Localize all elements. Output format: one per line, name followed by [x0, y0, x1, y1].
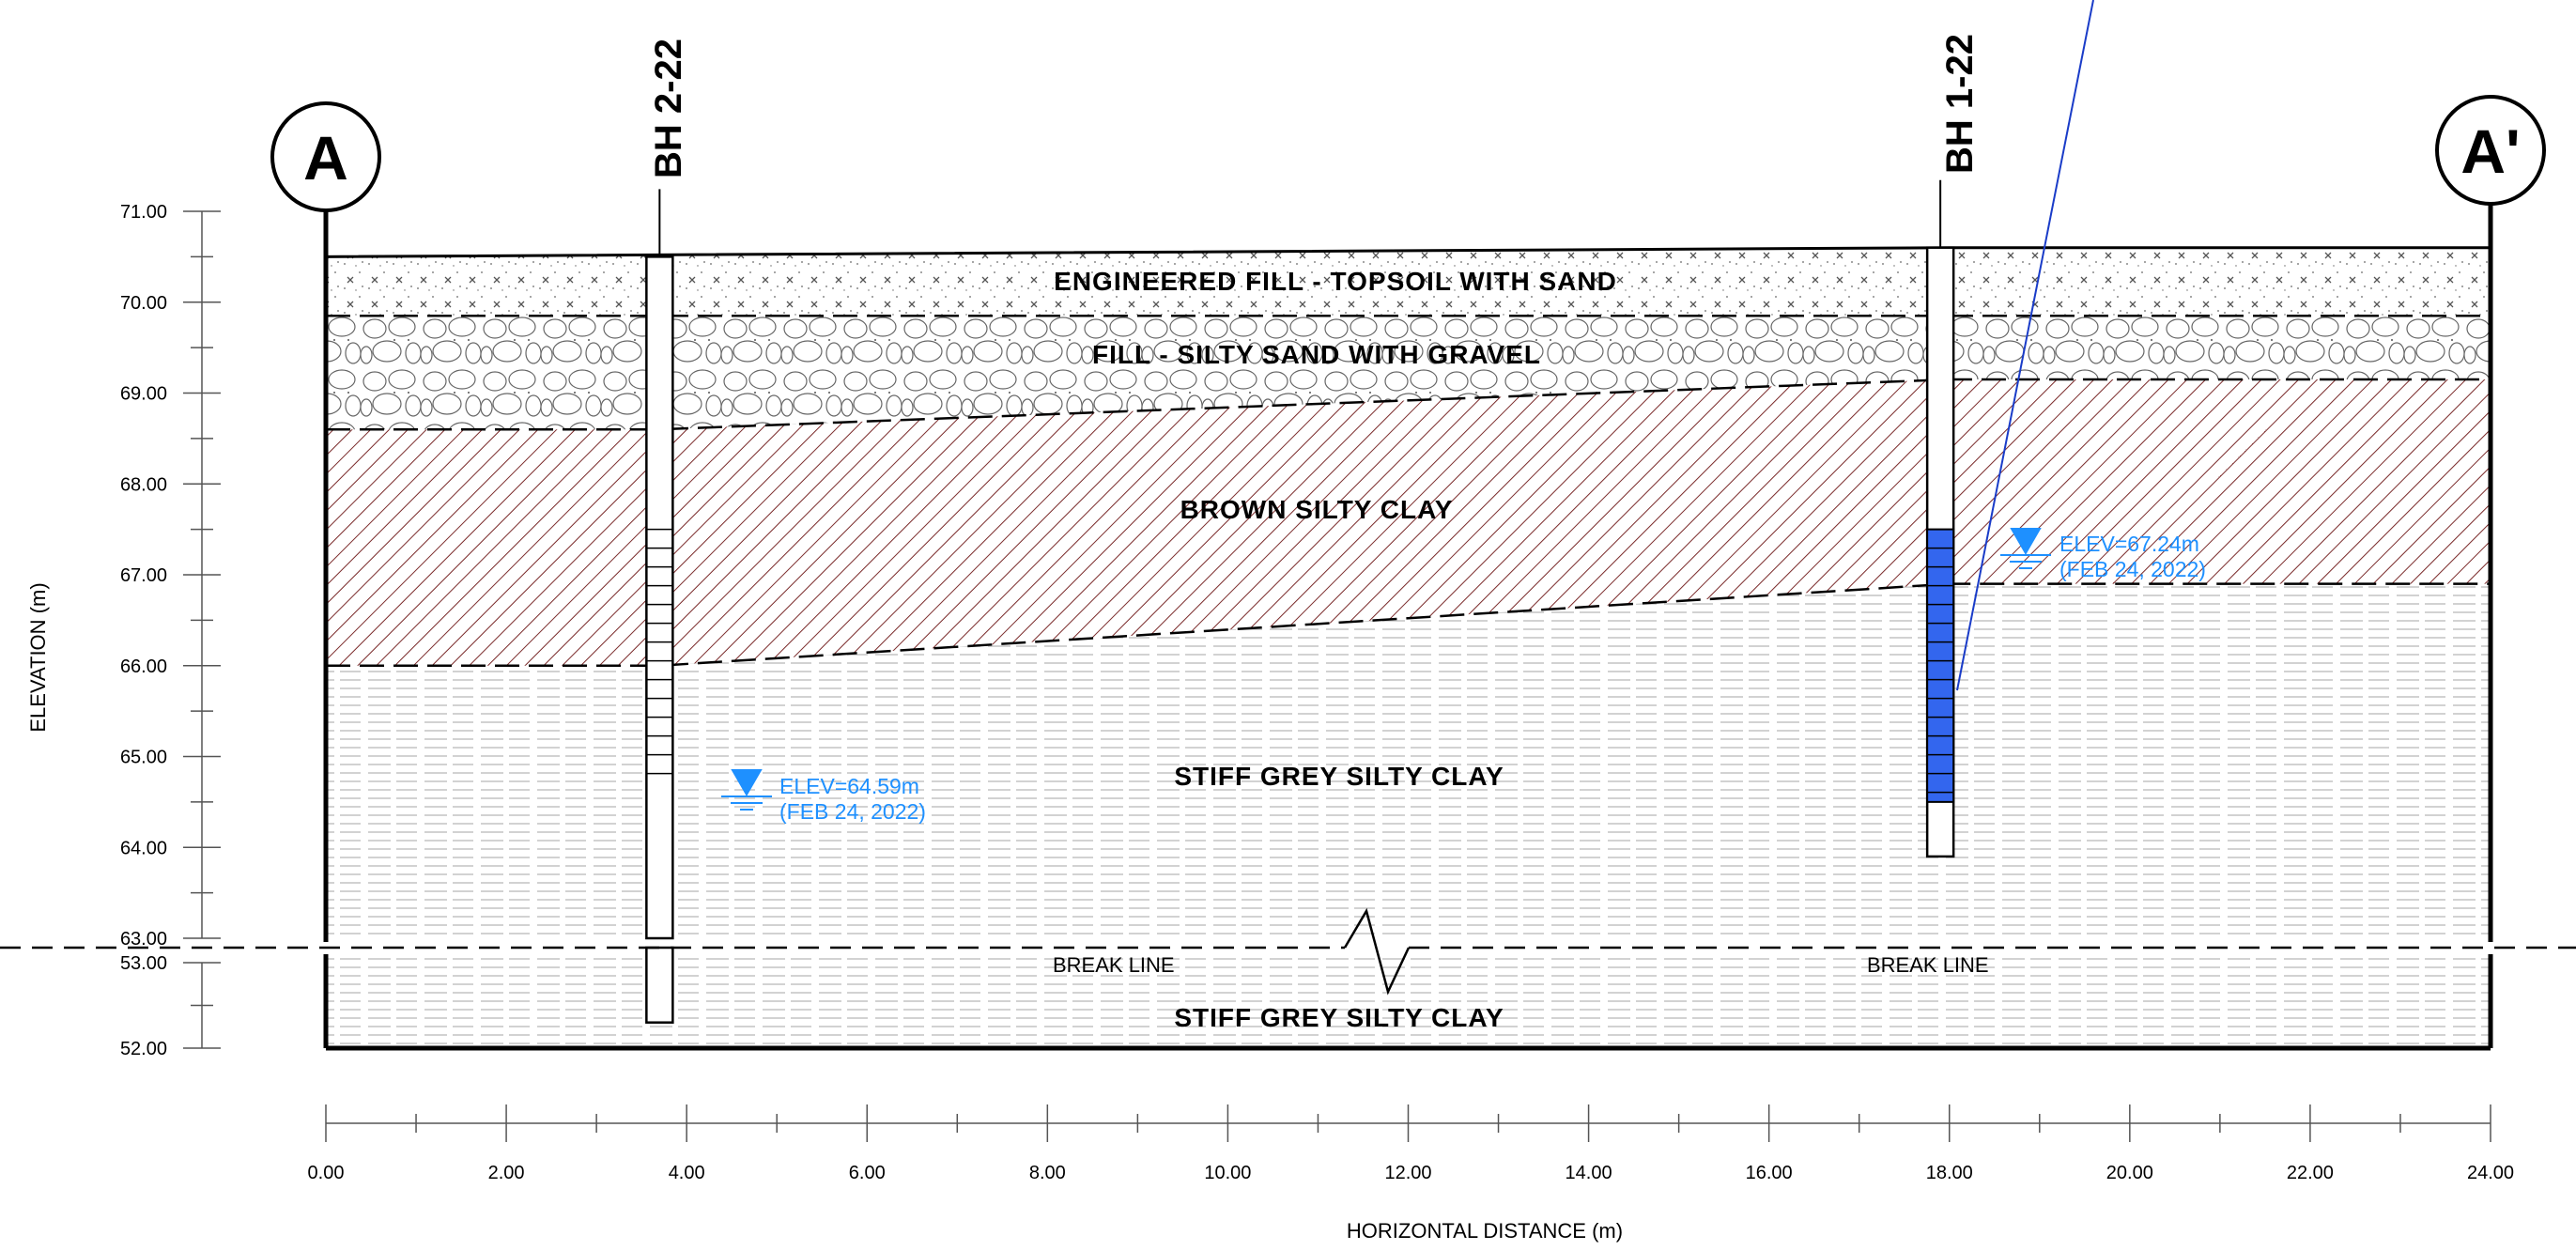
boundary-brown-clay-base [326, 582, 2491, 667]
elevation-tick-label: 64.00 [120, 838, 167, 858]
distance-tick-label: 0.00 [308, 1163, 345, 1183]
x-axis-title: HORIZONTAL DISTANCE (m) [1347, 1219, 1623, 1243]
water-level-bh2-22: ELEV=64.59m (FEB 24, 2022) [721, 769, 926, 824]
borehole-column-lower [645, 946, 674, 1024]
borehole-screen [1926, 528, 1955, 803]
break-line-label-left: BREAK LINE [1053, 953, 1175, 977]
borehole-column [645, 255, 674, 940]
distance-tick-label: 2.00 [488, 1163, 525, 1183]
elevation-tick-label: 71.00 [120, 202, 167, 223]
elevation-tick-label: 68.00 [120, 474, 167, 495]
distance-tick-label: 16.00 [1746, 1163, 1793, 1183]
elevation-tick-label: 66.00 [120, 656, 167, 677]
distance-tick-label: 6.00 [849, 1163, 886, 1183]
inclined-reference-line [1956, 0, 2094, 691]
distance-tick-label: 12.00 [1384, 1163, 1431, 1183]
layer-label-stiff-grey-clay-lower: STIFF GREY SILTY CLAY [1174, 1003, 1504, 1032]
distance-tick-label: 18.00 [1926, 1163, 1973, 1183]
elevation-tick-label: 52.00 [120, 1039, 167, 1059]
distance-axis: 0.00 2.00 4.00 6.00 8.00 10.00 12.00 14.00 16.00… [308, 1104, 2514, 1183]
water-level-icon [2010, 528, 2042, 556]
elevation-tick-label: 63.00 [120, 929, 167, 950]
distance-tick-label: 4.00 [669, 1163, 705, 1183]
distance-tick-label: 14.00 [1566, 1163, 1612, 1183]
layer-stiff-grey-clay-lower [326, 956, 2491, 1048]
section-marker-end: A' [2435, 95, 2546, 206]
section-marker-end-label: A' [2460, 116, 2520, 186]
water-level-bh1-22-elev: ELEV=67.24m [2059, 532, 2199, 556]
water-level-icon [731, 769, 763, 797]
borehole-bh2-22 [645, 189, 674, 1024]
elevation-tick-label: 53.00 [120, 953, 167, 974]
water-level-bh2-22-elev: ELEV=64.59m [779, 774, 919, 798]
elevation-tick-label: 70.00 [120, 293, 167, 314]
water-level-bh1-22-date: (FEB 24, 2022) [2059, 557, 2206, 581]
distance-tick-label: 20.00 [2106, 1163, 2153, 1183]
borehole-bh1-22 [1925, 179, 1955, 858]
y-axis-title: ELEVATION (m) [26, 582, 50, 732]
distance-tick-label: 8.00 [1029, 1163, 1066, 1183]
layer-label-stiff-grey-clay-upper: STIFF GREY SILTY CLAY [1174, 762, 1504, 791]
elevation-tick-label: 67.00 [120, 565, 167, 586]
water-level-bh2-22-date: (FEB 24, 2022) [779, 799, 926, 824]
section-marker-start: A [270, 101, 381, 212]
boreholes [645, 179, 1955, 1024]
water-level-bh1-22: ELEV=67.24m (FEB 24, 2022) [2000, 528, 2206, 581]
layer-label-engineered-fill: ENGINEERED FILL - TOPSOIL WITH SAND [1054, 267, 1617, 296]
distance-tick-label: 10.00 [1204, 1163, 1251, 1183]
layer-label-silty-sand-fill: FILL - SILTY SAND WITH GRAVEL [1092, 340, 1541, 369]
break-line-label-right: BREAK LINE [1867, 953, 1989, 977]
elevation-tick-label: 69.00 [120, 384, 167, 405]
elevation-tick-label: 65.00 [120, 748, 167, 768]
elevation-axis: 71.00 70.00 69.00 68.00 67.00 66.00 65.00 64.00… [120, 202, 221, 1059]
layer-label-brown-silty-clay: BROWN SILTY CLAY [1180, 495, 1454, 524]
borehole-bh1-22-label: BH 1-22 [1939, 34, 1981, 174]
distance-tick-label: 22.00 [2287, 1163, 2334, 1183]
section-marker-start-label: A [303, 123, 348, 193]
distance-tick-label: 24.00 [2467, 1163, 2514, 1183]
borehole-bh2-22-label: BH 2-22 [648, 39, 689, 178]
boundary-brown-clay-top [326, 378, 2491, 431]
section-frame [323, 202, 2493, 1051]
break-line: BREAK LINE BREAK LINE [0, 907, 2576, 996]
